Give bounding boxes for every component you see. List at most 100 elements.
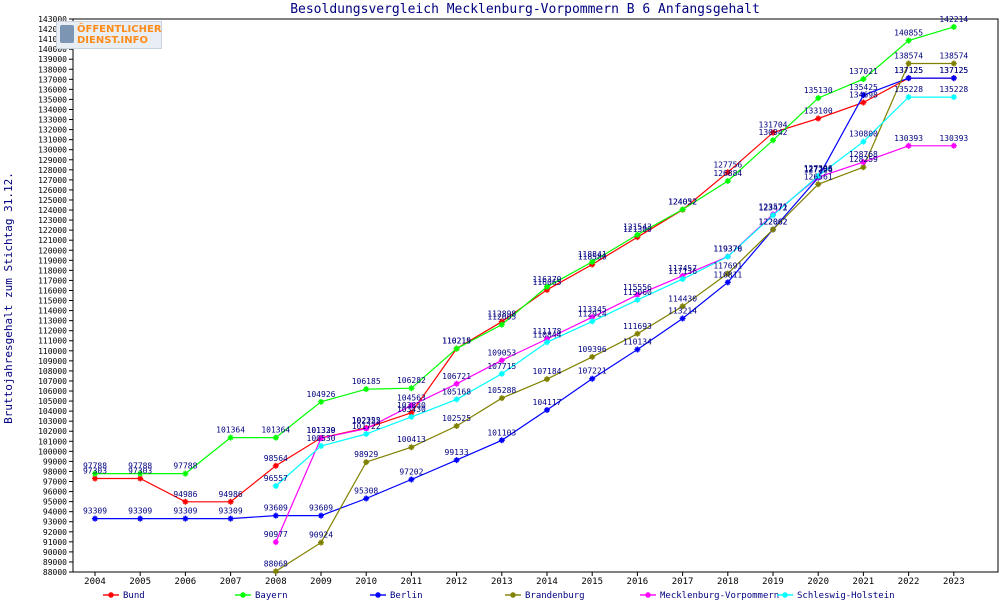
data-label-bayern: 101364 xyxy=(216,426,245,435)
data-label-bayern: 116370 xyxy=(533,275,562,284)
data-point-bayern xyxy=(272,434,279,441)
data-label-mecklenburg-vorpommern: 102255 xyxy=(352,417,381,426)
data-label-schleswig-holstein: 103430 xyxy=(397,405,426,414)
data-point-brandenburg xyxy=(408,444,415,451)
series-line-mecklenburg-vorpommern xyxy=(275,145,954,543)
data-label-schleswig-holstein: 119370 xyxy=(713,245,742,254)
data-label-bund: 137125 xyxy=(894,66,923,75)
data-point-brandenburg xyxy=(453,422,460,429)
y-axis-label: Bruttojahresgehalt zum Stichtag 31.12. xyxy=(2,172,15,424)
legend: Bund Bayern Berlin Brandenburg Mecklenburg-V… xyxy=(103,591,895,600)
data-label-mecklenburg-vorpommern: 111178 xyxy=(533,327,562,336)
data-label-bund: 134698 xyxy=(849,90,878,99)
plot-frame xyxy=(72,18,999,573)
y-tick-label: 92000 xyxy=(43,528,67,537)
data-label-brandenburg: 111693 xyxy=(623,322,652,331)
y-tick-label: 138000 xyxy=(38,65,67,74)
x-tick-label: 2006 xyxy=(175,577,197,587)
y-tick-label: 100000 xyxy=(38,447,67,456)
data-label-schleswig-holstein: 112924 xyxy=(578,309,607,318)
chart-title: Besoldungsvergleich Mecklenburg-Vorpomme… xyxy=(290,2,760,17)
data-point-berlin xyxy=(363,495,370,502)
data-label-bayern: 101364 xyxy=(261,426,290,435)
data-label-schleswig-holstein: 127396 xyxy=(804,164,833,173)
series-line-berlin xyxy=(95,77,954,520)
data-label-berlin: 113214 xyxy=(668,306,697,315)
data-label-bayern: 118841 xyxy=(578,250,607,259)
data-label-bund: 124032 xyxy=(668,198,697,207)
legend-marker-schleswig-holstein xyxy=(782,592,788,598)
y-tick-label: 117000 xyxy=(38,276,67,285)
y-tick-label: 94000 xyxy=(43,508,67,517)
data-label-mecklenburg-vorpommern: 104563 xyxy=(397,393,426,402)
y-tick-label: 122000 xyxy=(38,226,67,235)
data-point-mecklenburg-vorpommern xyxy=(860,159,867,166)
data-label-schleswig-holstein: 115060 xyxy=(623,288,652,297)
data-label-bund: 103830 xyxy=(397,401,426,410)
y-tick-label: 97000 xyxy=(43,478,67,487)
data-label-brandenburg: 109396 xyxy=(578,345,607,354)
data-point-schleswig-holstein xyxy=(589,318,596,325)
data-label-bund: 94986 xyxy=(173,490,197,499)
data-label-brandenburg: 126561 xyxy=(804,172,833,181)
data-point-bayern xyxy=(634,231,641,238)
data-label-brandenburg: 138574 xyxy=(894,52,923,61)
y-tick-label: 101000 xyxy=(38,437,67,446)
data-point-mecklenburg-vorpommern xyxy=(634,291,641,298)
legend-label-bund: Bund xyxy=(123,591,145,600)
data-label-bayern: 106282 xyxy=(397,376,426,385)
x-tick-label: 2022 xyxy=(898,577,920,587)
y-tick-label: 108000 xyxy=(38,367,67,376)
data-label-bayern: 130942 xyxy=(759,128,788,137)
x-tick-label: 2023 xyxy=(943,577,965,587)
data-point-bund xyxy=(227,498,234,505)
data-point-mecklenburg-vorpommern xyxy=(905,142,912,149)
legend-label-schleswig-holstein: Schleswig-Holstein xyxy=(797,591,895,600)
data-point-bayern xyxy=(544,283,550,290)
data-point-bayern xyxy=(227,434,234,441)
data-point-berlin xyxy=(182,515,189,522)
data-label-bund: 102322 xyxy=(352,416,381,425)
logo-mark-icon xyxy=(60,25,74,43)
data-point-berlin xyxy=(634,346,641,353)
data-label-brandenburg: 90924 xyxy=(309,531,333,540)
y-tick-label: 98000 xyxy=(43,467,67,476)
legend-marker-berlin xyxy=(375,592,381,598)
y-tick-label: 116000 xyxy=(38,286,67,295)
data-point-schleswig-holstein xyxy=(634,296,641,303)
data-labels: 97303 97303 94986 94986 98564 101339 102322 103… xyxy=(83,15,968,568)
data-point-berlin xyxy=(137,515,144,522)
data-label-mecklenburg-vorpommern: 90977 xyxy=(264,530,288,539)
data-label-bayern: 124052 xyxy=(668,198,697,207)
y-tick-label: 110000 xyxy=(38,347,67,356)
data-label-schleswig-holstein: 130800 xyxy=(849,130,878,139)
data-label-bayern: 137021 xyxy=(849,67,878,76)
data-label-mecklenburg-vorpommern: 117457 xyxy=(668,264,697,273)
logo-line-1: ÖFFENTLICHER xyxy=(77,24,162,35)
data-label-bayern: 135130 xyxy=(804,86,833,95)
data-label-mecklenburg-vorpommern: 130393 xyxy=(894,134,923,143)
x-tick-label: 2016 xyxy=(627,577,649,587)
data-label-schleswig-holstein: 100530 xyxy=(307,434,336,443)
y-tick-label: 137000 xyxy=(38,75,67,84)
data-label-mecklenburg-vorpommern: 128768 xyxy=(849,150,878,159)
x-tick-label: 2018 xyxy=(717,577,739,587)
data-label-berlin: 97202 xyxy=(399,467,423,476)
y-tick-label: 120000 xyxy=(38,246,67,255)
data-label-brandenburg: 102525 xyxy=(442,414,471,423)
x-tick-label: 2008 xyxy=(265,577,287,587)
data-point-bayern xyxy=(815,95,822,102)
data-point-brandenburg xyxy=(544,376,550,383)
data-point-mecklenburg-vorpommern xyxy=(950,142,957,149)
data-label-berlin: 137125 xyxy=(894,66,923,75)
data-point-bund xyxy=(770,129,776,136)
data-label-berlin: 135425 xyxy=(849,83,878,92)
data-point-brandenburg xyxy=(950,60,957,67)
legend-marker-bayern xyxy=(240,592,246,598)
data-point-bund xyxy=(815,115,822,122)
data-point-bayern xyxy=(182,470,189,477)
data-point-bayern xyxy=(137,470,144,477)
y-tick-label: 114000 xyxy=(38,307,67,316)
data-label-brandenburg: 114430 xyxy=(668,294,697,303)
